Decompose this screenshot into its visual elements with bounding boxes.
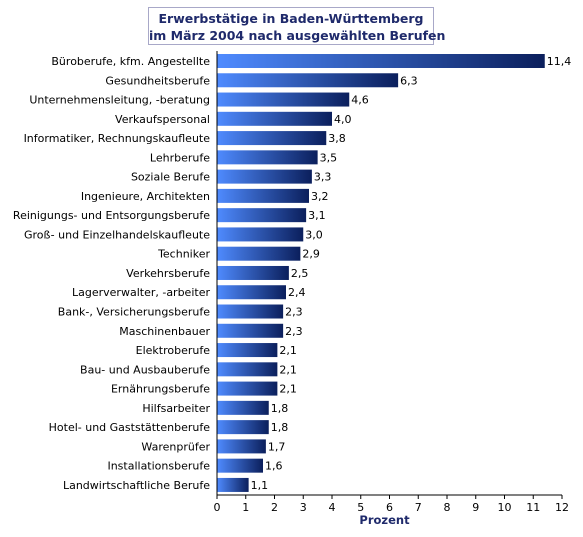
value-label: 2,5 bbox=[291, 267, 309, 280]
category-label: Hilfsarbeiter bbox=[142, 402, 210, 415]
bar bbox=[217, 169, 312, 184]
value-label: 2,3 bbox=[285, 325, 303, 338]
x-tick-label: 11 bbox=[526, 501, 540, 514]
value-label: 3,2 bbox=[311, 190, 329, 203]
category-label: Soziale Berufe bbox=[131, 171, 210, 184]
x-tick-label: 10 bbox=[498, 501, 512, 514]
category-label: Elektroberufe bbox=[136, 344, 211, 357]
bar bbox=[217, 304, 284, 319]
value-label: 1,1 bbox=[251, 479, 269, 492]
bar bbox=[217, 188, 309, 203]
category-label: Bank-, Versicherungsberufe bbox=[58, 306, 210, 319]
x-tick-label: 9 bbox=[472, 501, 479, 514]
category-label: Unternehmensleitung, -beratung bbox=[29, 94, 210, 107]
value-label: 2,1 bbox=[279, 344, 297, 357]
bar bbox=[217, 208, 307, 223]
x-tick-label: 2 bbox=[271, 501, 278, 514]
x-tick-label: 0 bbox=[214, 501, 221, 514]
x-tick-label: 12 bbox=[555, 501, 569, 514]
bar bbox=[217, 343, 278, 358]
value-label: 1,6 bbox=[265, 460, 283, 473]
bar bbox=[217, 477, 249, 492]
bar bbox=[217, 73, 399, 88]
chart-title-line-2: im März 2004 nach ausgewählten Berufen bbox=[149, 28, 446, 43]
value-label: 2,9 bbox=[302, 248, 320, 261]
value-label: 1,8 bbox=[271, 421, 289, 434]
category-label: Bau- und Ausbauberufe bbox=[80, 363, 210, 376]
x-axis-title: Prozent bbox=[359, 513, 410, 527]
value-label: 2,3 bbox=[285, 306, 303, 319]
category-label: Warenprüfer bbox=[141, 440, 210, 453]
value-label: 4,0 bbox=[334, 113, 352, 126]
value-label: 1,8 bbox=[271, 402, 289, 415]
x-tick-label: 6 bbox=[386, 501, 393, 514]
value-label: 2,1 bbox=[279, 383, 297, 396]
value-label: 3,1 bbox=[308, 209, 326, 222]
bar bbox=[217, 246, 301, 261]
category-label: Informatiker, Rechnungskaufleute bbox=[24, 132, 211, 145]
category-label: Maschinenbauer bbox=[119, 325, 210, 338]
x-tick-label: 5 bbox=[357, 501, 364, 514]
value-label: 2,4 bbox=[288, 286, 306, 299]
value-label: 11,4 bbox=[547, 55, 572, 68]
category-label: Lehrberufe bbox=[150, 151, 210, 164]
category-label: Verkehrsberufe bbox=[126, 267, 210, 280]
value-label: 2,1 bbox=[279, 363, 297, 376]
category-label: Groß- und Einzelhandelskaufleute bbox=[24, 228, 210, 241]
category-label: Techniker bbox=[157, 248, 210, 261]
bar bbox=[217, 458, 263, 473]
category-label: Landwirtschaftliche Berufe bbox=[63, 479, 210, 492]
bar bbox=[217, 54, 545, 68]
x-axis: 0 1 2 3 4 5 6 7 8 9 10 11 12 bbox=[214, 51, 569, 514]
chart-title: Erwerbstätige in Baden-Württemberg im Mä… bbox=[148, 7, 446, 45]
bar bbox=[217, 420, 269, 435]
value-label: 6,3 bbox=[400, 74, 418, 87]
bar bbox=[217, 285, 286, 300]
bar bbox=[217, 150, 318, 165]
value-label: 1,7 bbox=[268, 440, 286, 453]
category-label: Ernährungsberufe bbox=[111, 383, 210, 396]
value-label: 3,8 bbox=[328, 132, 346, 145]
bar bbox=[217, 227, 304, 242]
category-label: Verkaufspersonal bbox=[115, 113, 210, 126]
chart-title-line-1: Erwerbstätige in Baden-Württemberg bbox=[158, 11, 424, 26]
category-label: Installationsberufe bbox=[107, 460, 210, 473]
category-label: Ingenieure, Architekten bbox=[81, 190, 210, 203]
value-label: 3,5 bbox=[320, 151, 338, 164]
x-tick-label: 1 bbox=[242, 501, 249, 514]
category-label: Lagerverwalter, -arbeiter bbox=[72, 286, 210, 299]
x-tick-label: 8 bbox=[444, 501, 451, 514]
category-label: Gesundheitsberufe bbox=[105, 74, 210, 87]
category-label: Reinigungs- und Entsorgungsberufe bbox=[13, 209, 210, 222]
x-tick-label: 4 bbox=[329, 501, 336, 514]
x-tick-label: 7 bbox=[415, 501, 422, 514]
bar bbox=[217, 92, 350, 107]
bar bbox=[217, 111, 332, 126]
value-label: 3,3 bbox=[314, 171, 332, 184]
value-label: 3,0 bbox=[305, 228, 323, 241]
bar bbox=[217, 323, 284, 338]
bars-layer: Büroberufe, kfm. Angestellte 11,4 Gesundhe… bbox=[13, 54, 571, 492]
bar bbox=[217, 439, 266, 454]
bar bbox=[217, 131, 327, 146]
bar bbox=[217, 381, 278, 396]
x-tick-label: 3 bbox=[300, 501, 307, 514]
bar bbox=[217, 400, 269, 415]
category-label: Büroberufe, kfm. Angestellte bbox=[51, 55, 210, 68]
category-label: Hotel- und Gaststättenberufe bbox=[49, 421, 211, 434]
bar bbox=[217, 265, 289, 280]
bar bbox=[217, 362, 278, 377]
value-label: 4,6 bbox=[351, 94, 369, 107]
